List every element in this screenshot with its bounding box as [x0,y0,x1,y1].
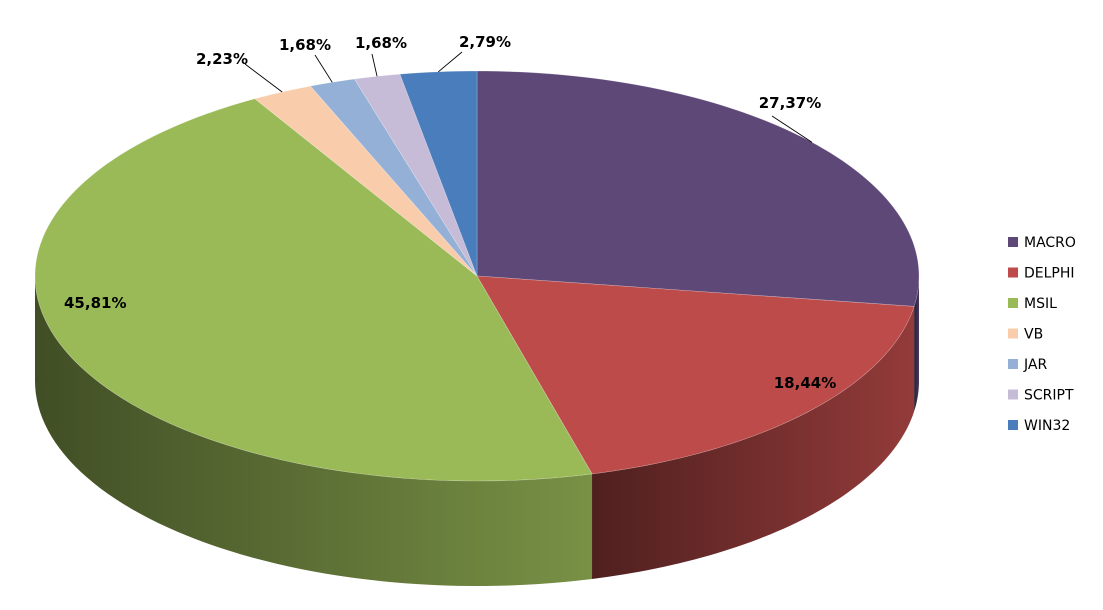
pie-side-delphi [592,306,915,579]
legend-label-win32: WIN32 [1024,418,1070,434]
pie-slice-script [353,73,478,277]
leader-line-script [371,53,378,77]
pie-slice-macro [476,70,920,307]
leader-line-jar [314,54,333,83]
legend-swatch-script [1008,389,1018,400]
legend-label-jar: JAR [1023,357,1047,373]
legend-swatch-win32 [1008,420,1018,430]
pie-slice-delphi [476,275,915,475]
legend-swatch-msil [1008,298,1018,308]
legend-swatch-jar [1008,359,1018,369]
leader-line-macro [771,115,813,143]
data-label-script: 1,68% [355,34,407,52]
pie-slice-msil [34,98,593,482]
legend-swatch-macro [1008,237,1018,247]
legend-label-macro: MACRO [1024,235,1076,251]
pie-side-msil [35,276,593,586]
legend: MACRO DELPHI MSIL VB JAR SCRIPT WIN32 [1008,235,1076,434]
slice-labels: 27,37% 18,44% 45,81% 2,23% 1,68% 1,68% 2,79% [64,33,836,392]
pie-sides [35,276,919,586]
data-label-macro: 27,37% [759,94,821,112]
legend-label-msil: MSIL [1024,296,1057,312]
legend-label-vb: VB [1024,327,1043,343]
legend-swatch-vb [1008,328,1018,339]
data-label-jar: 1,68% [279,36,331,54]
legend-label-script: SCRIPT [1024,388,1074,404]
data-label-vb: 2,23% [196,50,248,68]
pie-side-macro [914,276,919,412]
leader-line-vb [244,63,283,93]
pie-slice-win32 [399,70,478,277]
data-label-delphi: 18,44% [774,374,836,392]
data-label-msil: 45,81% [64,294,126,312]
data-label-win32: 2,79% [459,33,511,51]
pie-tops [34,70,920,482]
pie-slice-vb [254,85,478,277]
leader-line-win32 [438,51,463,73]
legend-swatch-delphi [1008,267,1018,278]
legend-label-delphi: DELPHI [1024,266,1075,282]
